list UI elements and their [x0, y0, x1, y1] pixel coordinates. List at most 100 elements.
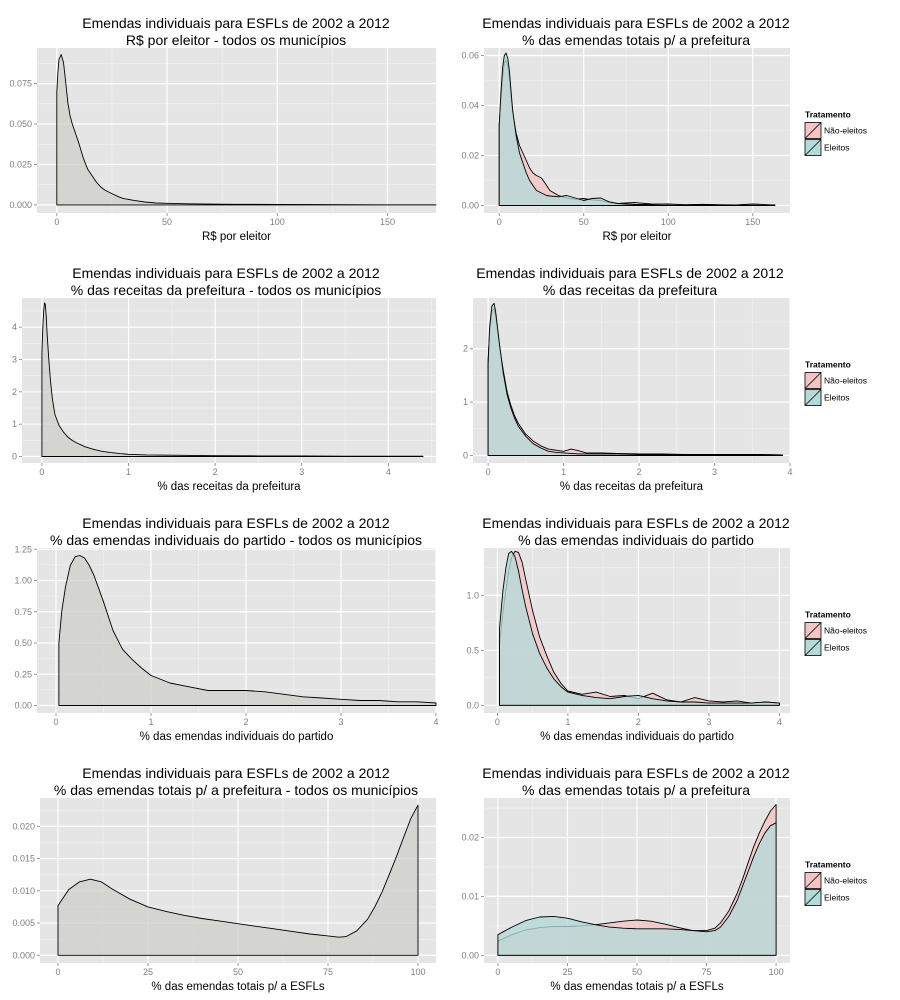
x-tick-label: 100 [769, 967, 784, 977]
x-tick-label: 0 [495, 717, 500, 727]
x-tick-label: 25 [562, 967, 572, 977]
density-area [58, 555, 437, 706]
legend-label: Eleitos [824, 893, 850, 903]
chart-subtitle: % das emendas individuais do partido [518, 532, 754, 548]
y-tick-label: 0.25 [14, 669, 32, 679]
legend-key-eleitos: Eleitos [804, 639, 850, 656]
chart-panel-7: 0 25 50 75 100 0.000 0.005 0.010 0.015 0.020 Emend… [12, 765, 436, 993]
legend-swatch-slash [804, 389, 822, 406]
legend-swatch-slash [804, 139, 822, 156]
plot-background [37, 48, 436, 213]
x-tick-label: 3 [338, 717, 343, 727]
y-tick-label: 0.00 [461, 950, 479, 960]
chart-panel-2: 0 50 100 150 0.00 0.02 0.04 0.06 Emendas individ… [461, 15, 867, 243]
chart-subtitle: % das emendas totais p/ a prefeitura [522, 782, 750, 798]
y-tick-label: 0.075 [9, 79, 32, 89]
chart-title: Emendas individuais para ESFLs de 2002 a… [82, 15, 390, 31]
chart-panel-5: 0 1 2 3 4 0.00 0.25 0.50 0.75 1.00 1.25 Emendas ind… [14, 515, 438, 743]
legend: Tratamento Não-eleitos Eleitos [804, 610, 867, 656]
density-area [41, 302, 424, 457]
x-tick-label: 3 [706, 717, 711, 727]
density-area-eleitos [497, 822, 777, 956]
chart-title: Emendas individuais para ESFLs de 2002 a… [82, 765, 390, 781]
legend-key-nao-eleitos: Não-eleitos [804, 122, 867, 139]
legend-swatch-slash [804, 122, 822, 139]
x-tick-label: 1 [565, 717, 570, 727]
x-tick-label: 1 [561, 467, 566, 477]
chart-title: Emendas individuais para ESFLs de 2002 a… [482, 515, 790, 531]
x-tick-label: 3 [712, 467, 717, 477]
y-tick-label: 0.000 [9, 200, 32, 210]
legend-swatch-slash [804, 372, 822, 389]
legend-title: Tratamento [805, 110, 851, 120]
x-tick-label: 100 [661, 217, 676, 227]
legend-label: Não-eleitos [824, 376, 867, 386]
x-tick-label: 0 [486, 467, 491, 477]
density-area [57, 804, 419, 956]
x-tick-label: 0 [55, 967, 60, 977]
legend-key-nao-eleitos: Não-eleitos [804, 622, 867, 639]
chart-subtitle: % das emendas totais p/ a prefeitura - t… [54, 782, 418, 798]
y-tick-label: 0.000 [12, 950, 35, 960]
y-tick-label: 2 [12, 387, 17, 397]
x-axis-label: R$ por eleitor [602, 231, 671, 243]
x-tick-label: 100 [270, 217, 285, 227]
x-tick-label: 4 [433, 717, 438, 727]
chart-subtitle: R$ por eleitor - todos os municípios [126, 32, 346, 48]
x-tick-label: 4 [787, 467, 792, 477]
x-axis-label: % das emendas totais p/ a ESFLs [550, 981, 723, 993]
x-tick-label: 50 [162, 217, 172, 227]
legend-swatch-slash [804, 872, 822, 889]
x-tick-label: 25 [143, 967, 153, 977]
legend: Tratamento Não-eleitos Eleitos [804, 360, 867, 406]
chart-panel-1: 0 50 100 150 0.000 0.025 0.050 0.075 Emendas ind… [9, 15, 437, 243]
y-tick-label: 2 [463, 344, 468, 354]
chart-title: Emendas individuais para ESFLs de 2002 a… [476, 265, 784, 281]
legend-title: Tratamento [805, 860, 851, 870]
x-tick-label: 50 [233, 967, 243, 977]
legend: Tratamento Não-eleitos Eleitos [804, 110, 867, 156]
x-tick-label: 0 [54, 217, 59, 227]
y-tick-label: 0.050 [9, 119, 32, 129]
x-axis-label: % das emendas individuais do partido [540, 731, 734, 743]
chart-subtitle: % das emendas individuais do partido - t… [50, 532, 422, 548]
legend-label: Não-eleitos [824, 876, 867, 886]
x-tick-label: 75 [323, 967, 333, 977]
legend-label: Eleitos [824, 393, 850, 403]
plot-background [22, 298, 436, 463]
x-tick-label: 150 [745, 217, 760, 227]
x-axis-label: % das receitas da prefeitura [560, 481, 704, 493]
x-tick-label: 50 [579, 217, 589, 227]
y-tick-label: 1.0 [466, 590, 479, 600]
y-tick-label: 0.00 [14, 701, 32, 711]
legend-key-nao-eleitos: Não-eleitos [804, 872, 867, 889]
y-tick-label: 1.25 [14, 544, 32, 554]
y-tick-label: 0.005 [12, 918, 35, 928]
legend-label: Não-eleitos [824, 126, 867, 136]
legend-label: Não-eleitos [824, 626, 867, 636]
density-area-eleitos [487, 302, 783, 456]
legend-key-eleitos: Eleitos [804, 389, 850, 406]
density-area [56, 54, 437, 206]
x-tick-label: 2 [243, 717, 248, 727]
chart-subtitle: % das emendas totais p/ a prefeitura [522, 32, 750, 48]
x-tick-label: 4 [777, 717, 782, 727]
x-tick-label: 2 [213, 467, 218, 477]
density-area-eleitos [498, 52, 776, 206]
y-tick-label: 0.020 [12, 821, 35, 831]
legend-title: Tratamento [805, 360, 851, 370]
x-tick-label: 3 [299, 467, 304, 477]
x-tick-label: 75 [702, 967, 712, 977]
legend-swatch-slash [804, 889, 822, 906]
chart-panel-4: 0 1 2 3 4 0 1 2 Emendas individuais para ESFLs d… [463, 265, 867, 493]
y-tick-label: 0.0 [466, 700, 479, 710]
y-tick-label: 0.010 [12, 886, 35, 896]
y-tick-label: 0 [12, 452, 17, 462]
y-tick-label: 3 [12, 354, 17, 364]
y-tick-label: 0.75 [14, 607, 32, 617]
chart-title: Emendas individuais para ESFLs de 2002 a… [82, 515, 390, 531]
chart-panel-3: 0 1 2 3 4 0 1 2 3 4 Emendas individuais para ESFLs… [12, 265, 436, 493]
x-tick-label: 0 [497, 217, 502, 227]
y-tick-label: 0.025 [9, 159, 32, 169]
